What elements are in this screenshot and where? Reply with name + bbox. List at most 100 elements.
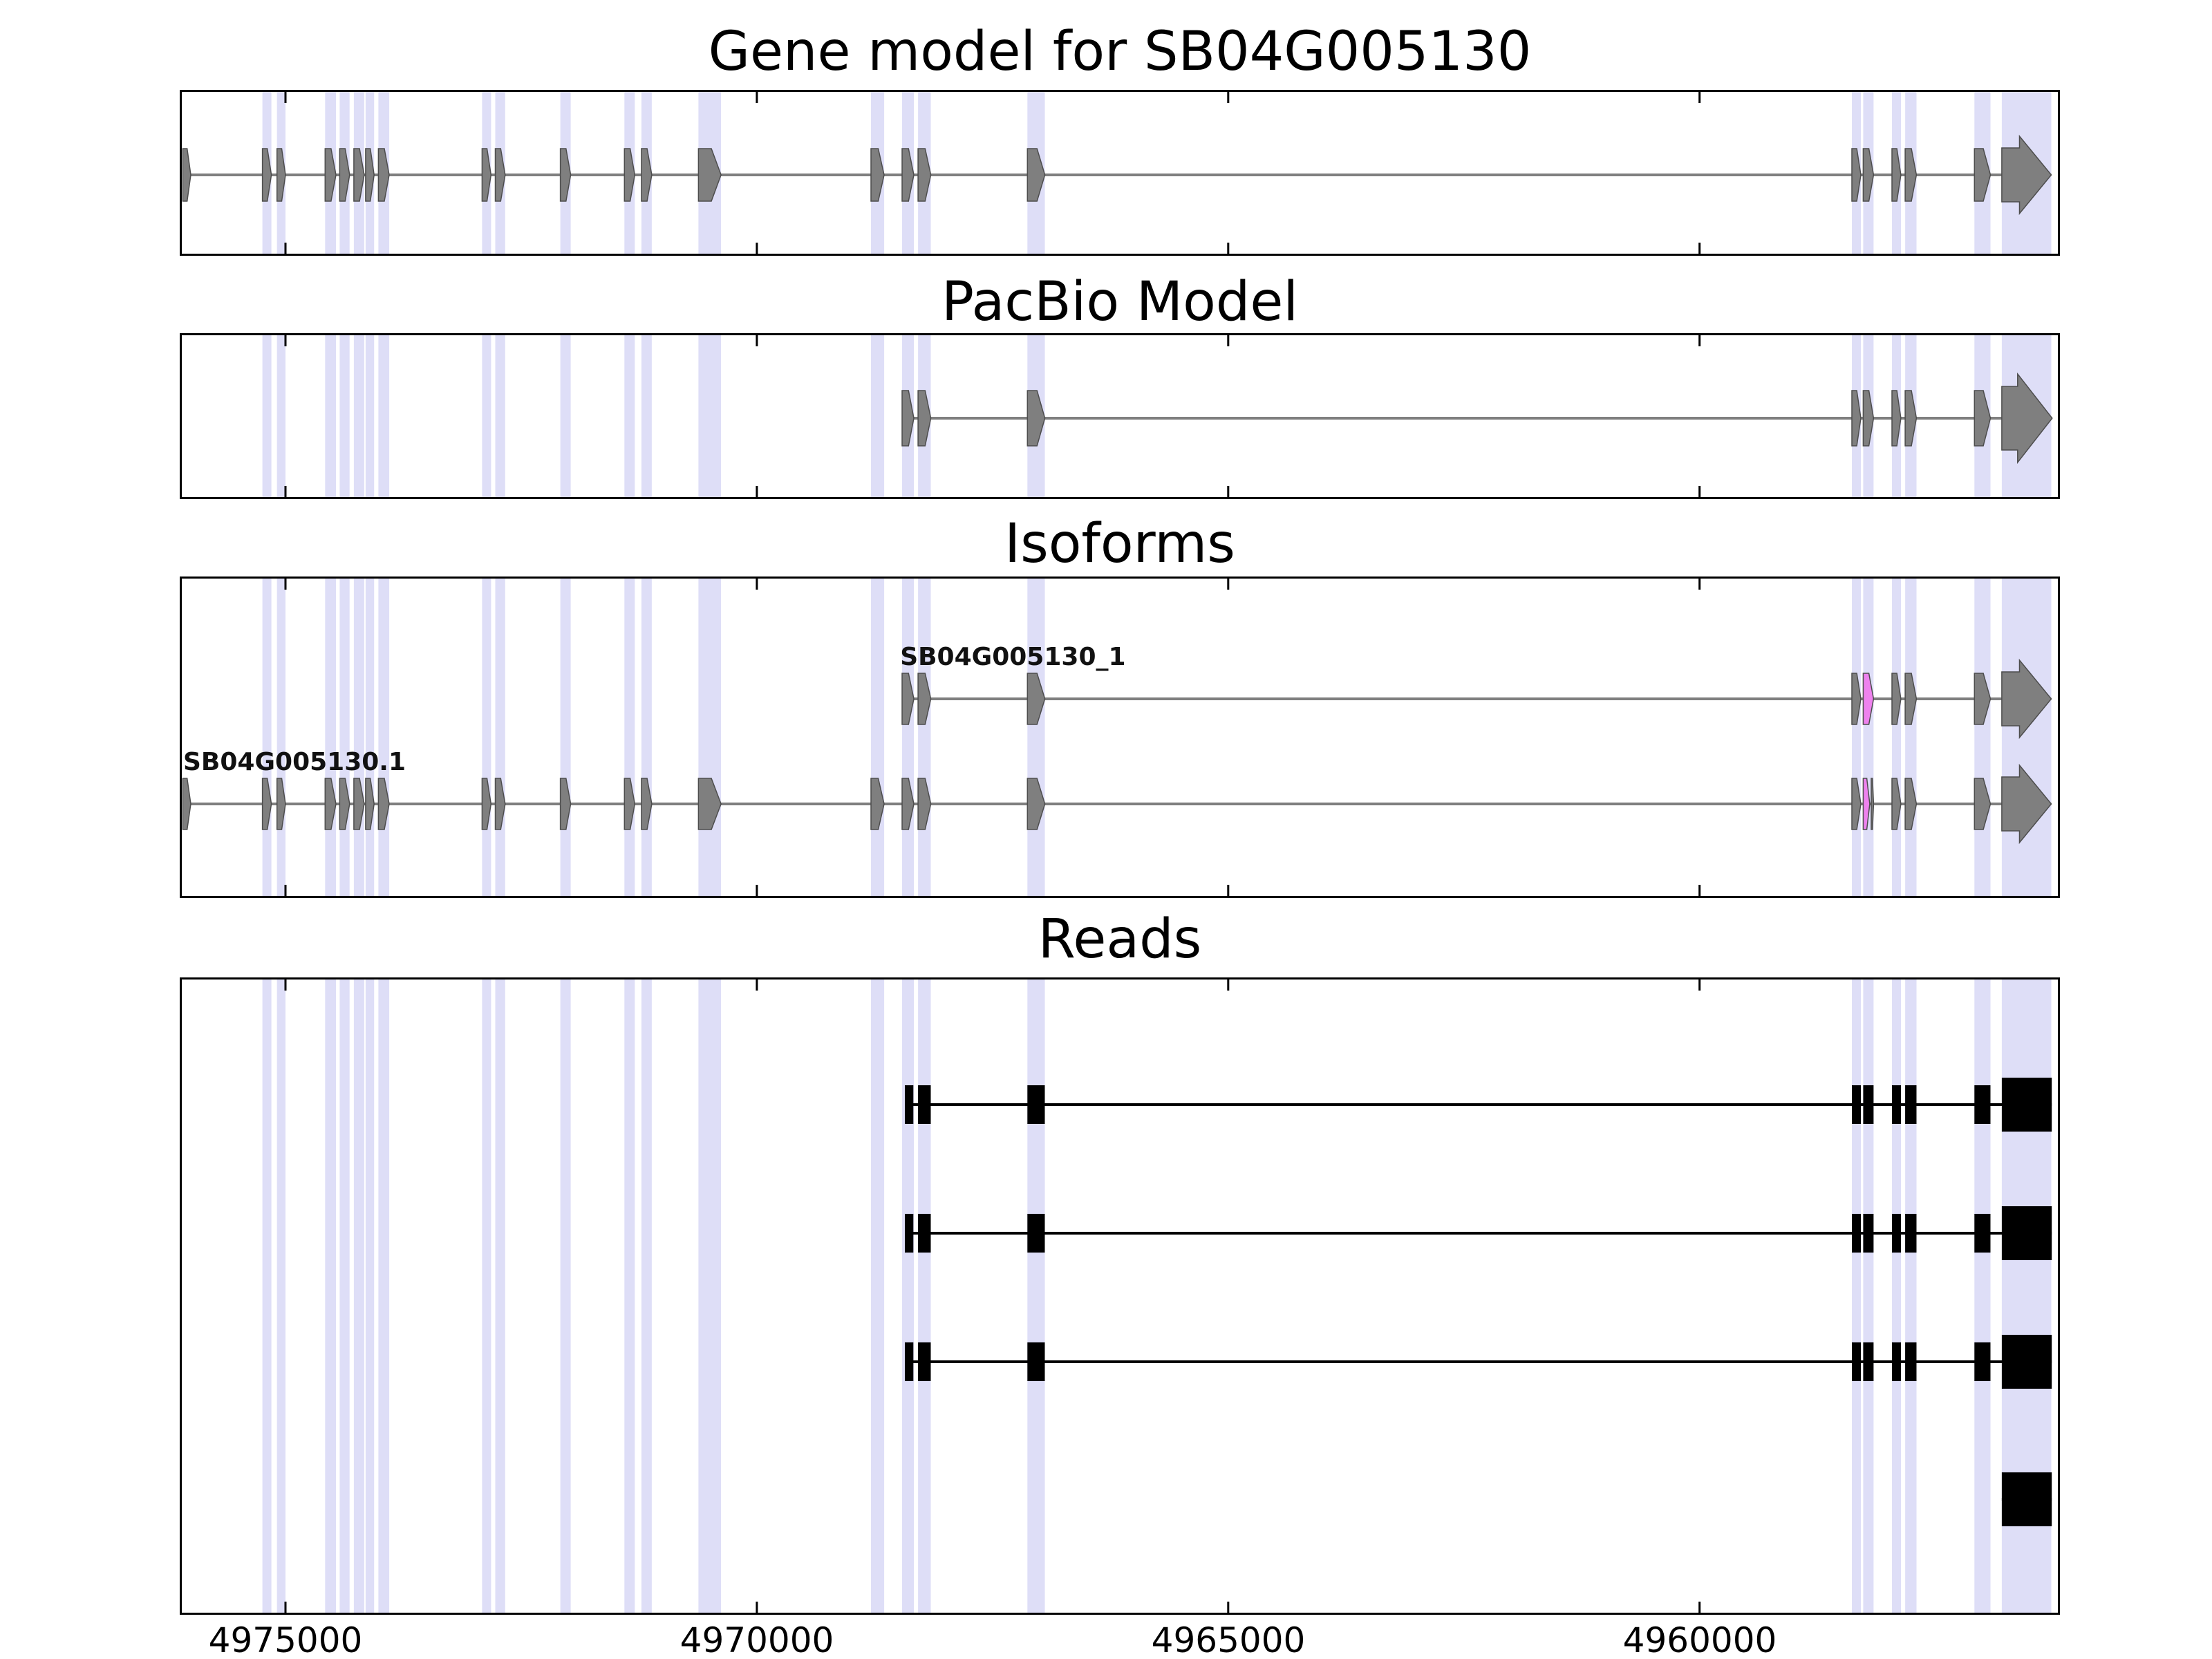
highlight-stripe xyxy=(353,579,364,896)
highlight-stripe xyxy=(871,579,885,896)
exon-shape xyxy=(917,778,932,830)
highlight-stripe xyxy=(918,980,931,1613)
panel-title-pacbio-model: PacBio Model xyxy=(941,271,1299,333)
x-axis-tick-label: 4965000 xyxy=(1151,1620,1306,1659)
exon-shape xyxy=(901,673,915,725)
exon-shape xyxy=(377,148,390,202)
terminal-arrow xyxy=(2001,372,2053,465)
highlight-stripe xyxy=(641,335,652,497)
read-block xyxy=(1892,1085,1901,1124)
exon-shape xyxy=(1027,390,1046,447)
highlight-stripe xyxy=(1852,579,1861,896)
exon-shape xyxy=(641,778,653,830)
highlight-stripe xyxy=(2001,579,2052,896)
highlight-stripe xyxy=(325,980,336,1613)
exon-shape xyxy=(1974,390,1991,447)
highlight-stripe xyxy=(1905,579,1917,896)
highlight-stripe xyxy=(339,579,350,896)
read-block xyxy=(1905,1342,1917,1381)
panel-title-reads: Reads xyxy=(1038,908,1202,971)
highlight-stripe xyxy=(276,335,285,497)
highlight-stripe xyxy=(1863,980,1874,1613)
highlight-stripe xyxy=(353,335,364,497)
x-axis-tick-label: 4975000 xyxy=(208,1620,363,1659)
panel-title-isoforms: Isoforms xyxy=(1004,513,1235,575)
read-block xyxy=(1892,1214,1901,1253)
exon-shape xyxy=(624,778,636,830)
exon-shape xyxy=(1862,148,1875,202)
highlight-stripe xyxy=(276,579,285,896)
highlight-stripe xyxy=(698,579,722,896)
highlight-stripe xyxy=(365,335,375,497)
exon-shape xyxy=(1862,673,1875,725)
exon-shape xyxy=(494,778,506,830)
read-block xyxy=(1863,1085,1874,1124)
exon-shape xyxy=(365,778,375,830)
highlight-stripe xyxy=(495,579,505,896)
highlight-stripe xyxy=(624,980,635,1613)
read-block xyxy=(1974,1085,1991,1124)
highlight-stripe xyxy=(365,980,375,1613)
exon-shape xyxy=(377,778,390,830)
highlight-stripe xyxy=(902,579,914,896)
read-terminal-block xyxy=(2001,1206,2052,1260)
read-block xyxy=(1027,1214,1045,1253)
highlight-stripe xyxy=(641,579,652,896)
highlight-stripe xyxy=(1027,980,1045,1613)
highlight-stripe xyxy=(378,335,390,497)
highlight-stripe xyxy=(482,335,491,497)
gene_model-svg xyxy=(182,92,2052,254)
highlight-stripe xyxy=(1027,579,1045,896)
exon-shape xyxy=(261,148,272,202)
exon-shape xyxy=(901,778,915,830)
reads-svg xyxy=(262,980,2052,1613)
panel-isoforms: SB04G005130_1 SB04G005130.1 xyxy=(180,577,2060,898)
read-block xyxy=(1852,1214,1861,1253)
exon-shape xyxy=(1904,673,1918,725)
read-block xyxy=(918,1085,931,1124)
highlight-stripe xyxy=(365,579,375,896)
exon-shape xyxy=(917,673,932,725)
highlight-stripe xyxy=(482,579,491,896)
terminal-arrow xyxy=(2001,134,2052,216)
exon-shape xyxy=(870,148,885,202)
read-block xyxy=(1863,1214,1874,1253)
read-block xyxy=(1905,1085,1917,1124)
highlight-stripe xyxy=(262,335,272,497)
highlight-stripe xyxy=(353,980,364,1613)
highlight-stripe xyxy=(902,980,914,1613)
exon-shape xyxy=(339,778,350,830)
exon-shape xyxy=(559,148,572,202)
read-block xyxy=(1852,1085,1861,1124)
terminal-arrow xyxy=(2001,763,2052,845)
highlight-stripe xyxy=(378,980,390,1613)
highlight-stripe xyxy=(698,980,722,1613)
exon-shape xyxy=(353,148,365,202)
highlight-stripe xyxy=(918,579,931,896)
exon-shape xyxy=(917,390,932,447)
exon-shape xyxy=(182,778,191,830)
highlight-stripe xyxy=(1974,980,1991,1613)
exon-shape xyxy=(1027,148,1046,202)
exon-shape xyxy=(182,148,191,202)
read-terminal-block xyxy=(2001,1335,2052,1389)
panel-title-gene-model: Gene model for SB04G005130 xyxy=(708,21,1532,83)
x-axis-tick-label: 4960000 xyxy=(1622,1620,1777,1659)
exon-shape xyxy=(365,148,375,202)
exon-shape xyxy=(339,148,350,202)
highlight-stripe xyxy=(262,980,272,1613)
read-block xyxy=(1863,1342,1874,1381)
highlight-stripe xyxy=(325,335,336,497)
exon-shape xyxy=(1871,778,1875,830)
exon-shape xyxy=(353,778,365,830)
exon-shape xyxy=(559,778,572,830)
exon-shape xyxy=(901,390,915,447)
highlight-stripe xyxy=(624,579,635,896)
exon-shape xyxy=(1862,778,1871,830)
highlight-stripe xyxy=(624,335,635,497)
read-block xyxy=(918,1214,931,1253)
highlight-stripe xyxy=(1892,980,1901,1613)
exon-shape xyxy=(481,148,492,202)
isoforms-svg: SB04G005130_1 SB04G005130.1 xyxy=(182,579,2052,896)
